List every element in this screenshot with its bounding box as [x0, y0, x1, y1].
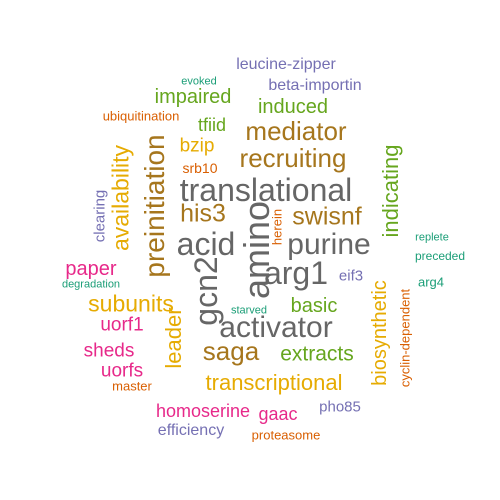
- word-availability: availability: [107, 144, 134, 252]
- word-subunits: subunits: [88, 290, 174, 317]
- word-leucine-zipper: leucine-zipper: [236, 56, 336, 73]
- word-starved: starved: [230, 304, 268, 317]
- word-translational: translational: [179, 172, 353, 208]
- word-homoserine: homoserine: [155, 401, 251, 421]
- word-paper: paper: [65, 258, 117, 280]
- word-sheds: sheds: [83, 340, 135, 362]
- word-clearing: clearing: [91, 189, 109, 243]
- word-srb10: srb10: [182, 160, 218, 176]
- word-mediator: mediator: [245, 116, 347, 146]
- word-degradation: degradation: [61, 278, 121, 291]
- word-ubiquitination: ubiquitination: [102, 108, 180, 124]
- word-impaired: impaired: [154, 86, 232, 108]
- word-his3: his3: [180, 199, 226, 228]
- word-acid: acid: [176, 226, 236, 262]
- word-gaac: gaac: [258, 404, 298, 424]
- word-replete: replete: [415, 231, 449, 244]
- word-purine: purine: [287, 228, 371, 261]
- word-cyclin-dependent: cyclin-dependent: [397, 288, 413, 388]
- word-induced: induced: [257, 96, 329, 118]
- word-basic: basic: [290, 295, 338, 317]
- word-recruiting: recruiting: [239, 143, 347, 173]
- word-eif3: eif3: [338, 267, 364, 285]
- word-preceded: preceded: [414, 249, 466, 263]
- word-pho85: pho85: [319, 398, 361, 416]
- word-transcriptional: transcriptional: [205, 370, 343, 395]
- word-indicating: indicating: [378, 144, 403, 238]
- word-beta-importin: beta-importin: [268, 77, 362, 94]
- word-leader: leader: [161, 307, 186, 369]
- word-extracts: extracts: [280, 342, 354, 366]
- word-proteasome: proteasome: [251, 427, 321, 443]
- word-tfiid: tfiid: [197, 115, 227, 135]
- word-evoked: evoked: [181, 75, 217, 88]
- word-uorfs: uorfs: [100, 360, 144, 382]
- word-activator: activator: [219, 311, 333, 344]
- word-bzip: bzip: [179, 135, 215, 157]
- word-arg4: arg4: [417, 274, 445, 290]
- word-arg1: arg1: [263, 255, 329, 291]
- word-swisnf: swisnf: [292, 202, 362, 231]
- word-gcn2: gcn2: [188, 256, 224, 326]
- word-uorf1: uorf1: [100, 314, 144, 336]
- word-efficiency: efficiency: [157, 422, 225, 439]
- word-saga: saga: [202, 336, 260, 366]
- word-master: master: [112, 378, 152, 394]
- word-biosynthetic: biosynthetic: [369, 280, 391, 386]
- word-preinitiation: preinitiation: [139, 134, 170, 278]
